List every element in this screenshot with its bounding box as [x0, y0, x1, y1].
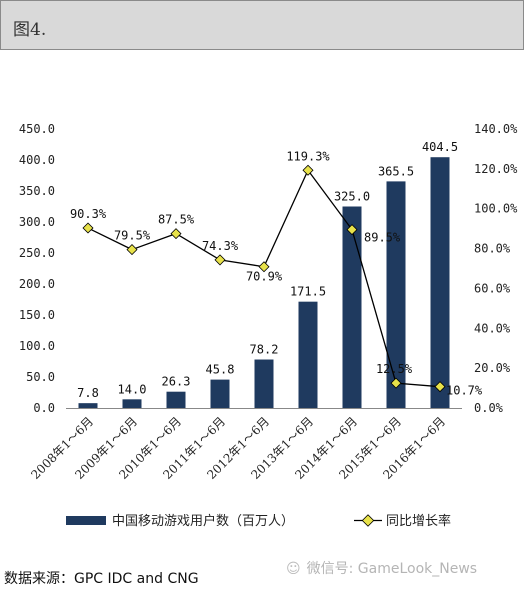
bar — [166, 391, 186, 408]
growth-value-label: 74.3% — [202, 239, 239, 253]
growth-marker — [170, 228, 182, 240]
watermark-text: 微信号: GameLook_News — [306, 561, 478, 577]
growth-value-label: 12.5% — [376, 362, 413, 376]
bar-value-label: 26.3 — [162, 375, 191, 389]
bar-value-label: 365.5 — [378, 164, 414, 178]
y-left-tick: 450.0 — [19, 122, 55, 136]
growth-marker — [82, 222, 94, 234]
wechat-icon: ☺ — [286, 561, 301, 577]
bar — [430, 157, 450, 408]
bar-value-label: 7.8 — [77, 386, 99, 400]
y-left-tick: 250.0 — [19, 246, 55, 260]
bar-value-label: 45.8 — [206, 363, 235, 377]
y-right-tick: 80.0% — [474, 242, 511, 256]
growth-labels: 90.3% 79.5% 87.5% 74.3% 70.9% 119.3% 89.5% 12.5… — [70, 149, 483, 397]
bar-value-label: 404.5 — [422, 140, 458, 154]
bar-labels: 7.8 14.0 26.3 45.8 78.2 171.5 325.0 365.5 404.5 — [77, 140, 458, 400]
y-right-tick: 20.0% — [474, 361, 511, 375]
bar — [210, 379, 230, 408]
growth-value-label: 79.5% — [114, 229, 151, 243]
legend-line-marker — [361, 514, 375, 527]
y-left-tick: 200.0 — [19, 277, 55, 291]
growth-marker — [302, 164, 314, 176]
legend-bar-label: 中国移动游戏用户数（百万人） — [112, 513, 294, 529]
y-right-tick: 40.0% — [474, 321, 511, 335]
y-left-tick: 50.0 — [26, 370, 55, 384]
growth-value-label: 10.7% — [446, 384, 483, 398]
growth-marker — [346, 224, 358, 236]
bar-series — [78, 157, 450, 408]
growth-value-label: 70.9% — [246, 270, 283, 284]
y-left-tick: 350.0 — [19, 184, 55, 198]
growth-markers — [82, 164, 446, 393]
legend-bar-swatch — [66, 516, 106, 525]
growth-value-label: 89.5% — [364, 231, 401, 245]
bar-value-label: 325.0 — [334, 190, 370, 204]
source-note: 数据来源：GPC IDC and CNG — [4, 571, 199, 587]
y-left-axis: 0.0 50.0 100.0 150.0 200.0 250.0 300.0 350.0 400… — [19, 122, 55, 415]
y-left-tick: 300.0 — [19, 215, 55, 229]
y-left-tick: 150.0 — [19, 308, 55, 322]
chart: 0.0 50.0 100.0 150.0 200.0 250.0 300.0 350.0 400… — [19, 122, 518, 529]
growth-value-label: 119.3% — [286, 149, 330, 163]
y-right-tick: 0.0% — [474, 401, 504, 415]
y-left-tick: 0.0 — [33, 401, 55, 415]
legend: 中国移动游戏用户数（百万人） 同比增长率 — [66, 513, 451, 529]
y-left-tick: 100.0 — [19, 339, 55, 353]
growth-marker — [126, 244, 138, 256]
growth-marker — [258, 261, 270, 273]
bar — [254, 359, 274, 408]
x-axis-categories: 2008年1～6月2009年1～6月2010年1～6月2011年1～6月2012… — [28, 414, 448, 482]
bar — [342, 206, 362, 408]
legend-line-label: 同比增长率 — [386, 513, 451, 529]
growth-marker — [390, 377, 402, 389]
caption-bar: 图4. — [0, 0, 524, 50]
y-right-tick: 100.0% — [474, 202, 518, 216]
growth-marker — [434, 381, 446, 393]
bar — [78, 403, 98, 408]
watermark: ☺ 微信号: GameLook_News — [286, 558, 477, 578]
y-right-axis: 0.0% 20.0% 40.0% 60.0% 80.0% 100.0% 120.0% 140.… — [474, 122, 518, 415]
y-right-tick: 140.0% — [474, 122, 518, 136]
figure-caption: 图4. — [13, 20, 47, 40]
y-left-tick: 400.0 — [19, 153, 55, 167]
bar-value-label: 171.5 — [290, 285, 326, 299]
bar-value-label: 78.2 — [250, 343, 279, 357]
y-right-tick: 120.0% — [474, 162, 518, 176]
bar — [298, 301, 318, 408]
bar — [122, 399, 142, 408]
growth-marker — [214, 254, 226, 266]
bar — [386, 181, 406, 408]
growth-value-label: 87.5% — [158, 213, 195, 227]
y-right-tick: 60.0% — [474, 281, 511, 295]
bar-value-label: 14.0 — [118, 382, 147, 396]
growth-value-label: 90.3% — [70, 207, 107, 221]
